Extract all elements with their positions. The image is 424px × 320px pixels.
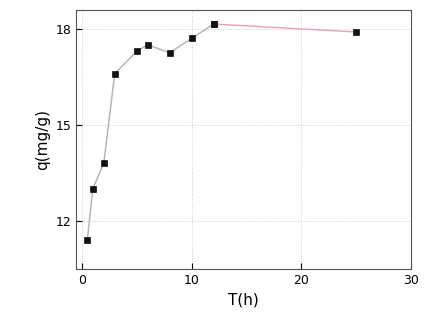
X-axis label: T(h): T(h): [229, 292, 259, 307]
Y-axis label: q(mg/g): q(mg/g): [35, 109, 50, 170]
